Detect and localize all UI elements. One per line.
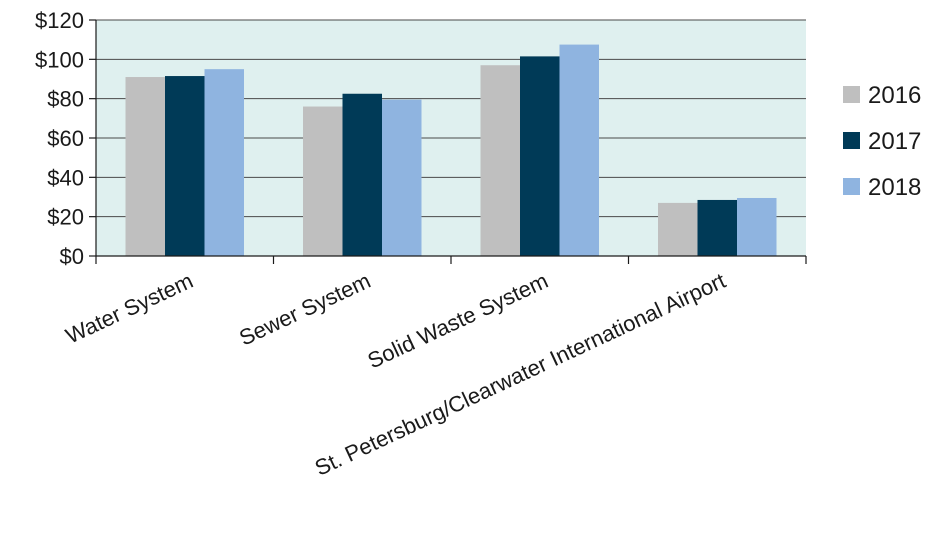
bar-2017-3: [697, 199, 737, 256]
legend-swatch-2017: [843, 132, 860, 149]
bar-2017-2: [520, 56, 560, 257]
y-tick-label: $60: [47, 126, 84, 151]
legend-swatch-2016: [843, 86, 860, 103]
x-category-label: Solid Waste System: [364, 268, 552, 374]
bars: [125, 44, 777, 257]
bar-2018-0: [204, 69, 244, 257]
x-category-label: Sewer System: [235, 268, 374, 351]
legend-swatch-2018: [843, 178, 860, 195]
bar-2016-2: [480, 65, 520, 256]
y-tick-label: $100: [35, 47, 84, 72]
y-tick-label: $40: [47, 165, 84, 190]
bar-2016-3: [658, 202, 698, 256]
bar-2018-3: [737, 197, 777, 256]
legend-label-2016: 2016: [868, 82, 921, 109]
y-tick-label: $80: [47, 87, 84, 112]
axes: [89, 19, 807, 264]
y-tick-label: $120: [35, 8, 84, 33]
y-tick-label: $0: [60, 244, 84, 269]
legend-label-2017: 2017: [868, 128, 921, 155]
bar-2016-1: [303, 106, 343, 257]
legend-label-2018: 2018: [868, 174, 921, 201]
x-category-label: Water System: [62, 268, 197, 349]
bar-2017-1: [342, 93, 382, 256]
bar-2018-2: [559, 44, 599, 257]
bar-2016-0: [125, 77, 165, 257]
bar-2017-0: [165, 76, 205, 256]
legend: 2016 2017 2018: [843, 82, 921, 201]
bar-2018-1: [382, 99, 422, 257]
y-axis-tick-labels: $0 $20 $40 $60 $80 $100 $120: [35, 8, 84, 269]
y-tick-label: $20: [47, 205, 84, 230]
